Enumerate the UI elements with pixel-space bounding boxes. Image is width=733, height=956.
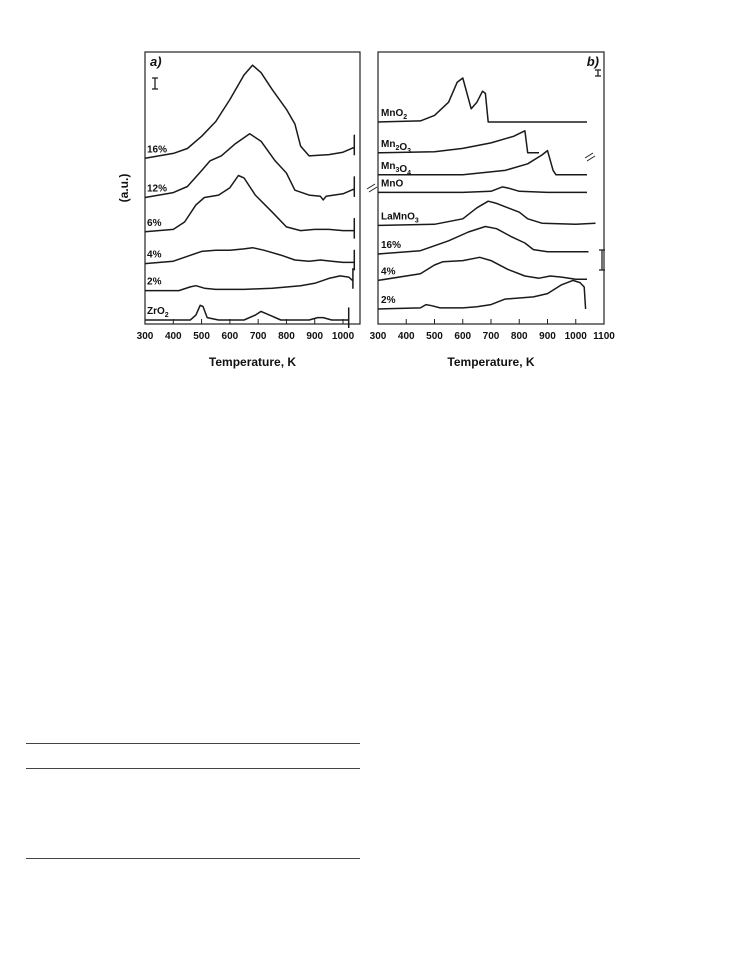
series-line-6: [144, 174, 356, 239]
axis-break-mark: [584, 152, 594, 159]
series-line-lamno3: [377, 200, 596, 227]
axis-break-mark: [366, 183, 376, 190]
x-tick-label: 1100: [593, 331, 615, 342]
series-line-mno2: [377, 77, 587, 123]
series-label-mn3o4: Mn3O4: [381, 161, 411, 177]
x-tick-label: 700: [250, 331, 267, 342]
series-label-mn2o3: Mn2O3: [381, 139, 411, 155]
series-label-mno: MnO: [381, 178, 403, 189]
series-line-2: [377, 279, 587, 310]
series-line-4: [144, 246, 356, 271]
series-line-4: [377, 256, 587, 282]
x-tick-label: 600: [454, 331, 471, 342]
series-label-12: 12%: [147, 184, 167, 195]
series-line-2: [145, 268, 354, 292]
x-tick-label: 900: [306, 331, 323, 342]
series-label-4: 4%: [147, 250, 162, 261]
axis-break-gap: [367, 185, 377, 191]
x-tick-label: 500: [426, 331, 443, 342]
series-label-2: 2%: [147, 277, 162, 288]
series-line-mn3o4: [378, 149, 587, 176]
x-tick-label: 700: [483, 331, 500, 342]
series-label-4: 4%: [381, 266, 396, 277]
plot-frame: [377, 51, 605, 325]
series-label-16: 16%: [147, 144, 167, 155]
x-tick-label: 1000: [565, 331, 588, 342]
panel-label: a): [150, 54, 162, 69]
series-line-zro2: [145, 304, 350, 328]
series-label-zro2: ZrO2: [147, 306, 169, 319]
x-tick-label: 400: [398, 331, 415, 342]
series-line-mn2o3: [377, 130, 539, 154]
axis-break-gap: [585, 154, 595, 160]
panel-b: 300 400 500 600 700 800 900 1000 1100 Temperature…: [366, 51, 615, 369]
plot-frame: [144, 51, 361, 325]
table-rule-mid: [26, 768, 360, 769]
series-line-16: [144, 64, 356, 160]
series-label-16: 16%: [381, 240, 401, 251]
x-tick-label: 1000: [332, 331, 355, 342]
axis-break-mark: [586, 155, 596, 162]
series-line-12: [144, 133, 356, 201]
x-tick-label: 400: [165, 331, 182, 342]
series-label-lamno3: LaMnO3: [381, 211, 419, 224]
x-axis-title: Temperature, K: [447, 355, 534, 369]
y-axis-title: (a.u.): [117, 174, 131, 203]
series-label-6: 6%: [147, 218, 162, 229]
series-line-16: [377, 225, 589, 255]
table-rule-bottom: [26, 858, 360, 859]
x-tick-label: 800: [278, 331, 295, 342]
series-label-mno2: MnO2: [381, 108, 407, 121]
axis-break-mark: [368, 186, 378, 193]
x-axis-title: Temperature, K: [209, 355, 296, 369]
series-label-2: 2%: [381, 295, 396, 306]
x-tick-label: 300: [137, 331, 154, 342]
x-tick-label: 900: [539, 331, 556, 342]
series-line-mno: [378, 186, 587, 194]
x-tick-label: 600: [222, 331, 239, 342]
table-rule-top: [26, 743, 360, 744]
x-tick-label: 800: [511, 331, 528, 342]
x-tick-label: 300: [370, 331, 387, 342]
panel-label: b): [587, 54, 599, 69]
x-tick-label: 500: [193, 331, 210, 342]
panel-a: 300 400 500 600 700 800 900 1000 Temperature, K (…: [117, 51, 361, 369]
